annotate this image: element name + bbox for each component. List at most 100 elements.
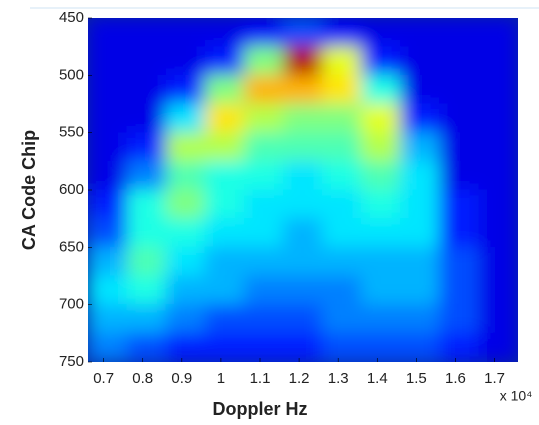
- x-multiplier: x 10⁴: [500, 388, 532, 404]
- heatmap-cell: [165, 332, 206, 362]
- heatmap-cell: [439, 160, 480, 191]
- heatmap-cell: [243, 189, 284, 220]
- heatmap-cell: [322, 275, 363, 306]
- heatmap-cell: [204, 160, 245, 191]
- heatmap-cell: [126, 103, 167, 134]
- heatmap-cell: [204, 103, 245, 134]
- heatmap-cell: [126, 74, 167, 105]
- x-tick-label: 1.7: [484, 370, 505, 387]
- y-tick-label: 450: [59, 9, 84, 26]
- heatmap-cell: [243, 332, 284, 362]
- heatmap-cell: [282, 160, 324, 191]
- heatmap-cell: [282, 74, 324, 105]
- heatmap-cell: [322, 189, 363, 220]
- heatmap-cell: [361, 18, 402, 48]
- heatmap-cell: [204, 304, 245, 334]
- x-tick-label: 0.7: [93, 370, 114, 387]
- x-tick-label: 1.2: [289, 370, 310, 387]
- heatmap-cell: [126, 46, 167, 76]
- x-tick-label: 1: [217, 370, 225, 387]
- heatmap-cell: [322, 103, 363, 134]
- heatmap-cell: [400, 332, 441, 362]
- heatmap-cell: [478, 160, 518, 191]
- heatmap-cell: [361, 304, 402, 334]
- heatmap-cell: [165, 304, 206, 334]
- heatmap-cell: [204, 189, 245, 220]
- heatmap-cell: [439, 46, 480, 76]
- x-axis-label: Doppler Hz: [212, 399, 307, 419]
- heatmap-cell: [88, 246, 128, 277]
- heatmap-cell: [243, 18, 284, 48]
- heatmap-cell: [361, 332, 402, 362]
- heatmap-cell: [439, 74, 480, 105]
- heatmap-cell: [243, 304, 284, 334]
- heatmap-cell: [126, 304, 167, 334]
- heatmap-cell: [165, 160, 206, 191]
- heatmap-cell: [282, 246, 324, 277]
- heatmap-cell: [165, 218, 206, 248]
- heatmap-cell: [243, 275, 284, 306]
- heatmap-cell: [165, 132, 206, 162]
- heatmap-cell: [322, 218, 363, 248]
- heatmap-cell: [400, 189, 441, 220]
- heatmap-cell: [165, 18, 206, 48]
- heatmap-cell: [478, 218, 518, 248]
- heatmap-cell: [126, 18, 167, 48]
- y-tick-label: 750: [59, 353, 84, 370]
- heatmap-cell: [400, 46, 441, 76]
- heatmap-cell: [478, 46, 518, 76]
- heatmap-cell: [361, 189, 402, 220]
- heatmap-cell: [88, 18, 128, 48]
- heatmap-cell: [322, 46, 363, 76]
- heatmap-cell: [243, 103, 284, 134]
- heatmap-cell: [439, 304, 480, 334]
- heatmap-cell: [88, 74, 128, 105]
- heatmap-cell: [165, 275, 206, 306]
- heatmap-cell: [400, 103, 441, 134]
- x-tick-label: 1.1: [250, 370, 271, 387]
- heatmap-cell: [243, 160, 284, 191]
- x-tick-label: 0.8: [132, 370, 153, 387]
- heatmap-cell: [282, 189, 324, 220]
- heatmap-cell: [126, 218, 167, 248]
- heatmap-cell: [478, 332, 518, 362]
- heatmap-cell: [204, 275, 245, 306]
- heatmap-cell: [88, 275, 128, 306]
- heatmap-cell: [361, 103, 402, 134]
- heatmap-cell: [88, 304, 128, 334]
- heatmap-cell: [478, 275, 518, 306]
- heatmap-cell: [165, 46, 206, 76]
- heatmap-cell: [126, 132, 167, 162]
- heatmap-cell: [243, 132, 284, 162]
- heatmap-cell: [439, 332, 480, 362]
- x-tick-label: 0.9: [171, 370, 192, 387]
- heatmap-cell: [322, 332, 363, 362]
- heatmap-cell: [165, 74, 206, 105]
- heatmap-cell: [282, 103, 324, 134]
- heatmap-cell: [478, 132, 518, 162]
- x-tick-label: 1.3: [328, 370, 349, 387]
- heatmap-cell: [88, 160, 128, 191]
- heatmap-cell: [361, 160, 402, 191]
- heatmap-cell: [322, 160, 363, 191]
- heatmap-cell: [361, 218, 402, 248]
- heatmap-cell: [478, 103, 518, 134]
- heatmap-cell: [400, 160, 441, 191]
- y-tick-label: 600: [59, 181, 84, 198]
- heatmap-cell: [439, 18, 480, 48]
- heatmap-cell: [361, 246, 402, 277]
- heatmap-cell: [204, 332, 245, 362]
- heatmap-cell: [88, 189, 128, 220]
- heatmap-cell: [126, 246, 167, 277]
- heatmap-cell: [126, 160, 167, 191]
- heatmap-cell: [400, 218, 441, 248]
- heatmap-cell: [322, 246, 363, 277]
- heatmap-cell: [243, 46, 284, 76]
- heatmap-cell: [478, 74, 518, 105]
- y-tick-label: 550: [59, 124, 84, 141]
- heatmap-cell: [126, 189, 167, 220]
- heatmap-cell: [88, 103, 128, 134]
- heatmap-cell: [478, 304, 518, 334]
- heatmap-cell: [282, 275, 324, 306]
